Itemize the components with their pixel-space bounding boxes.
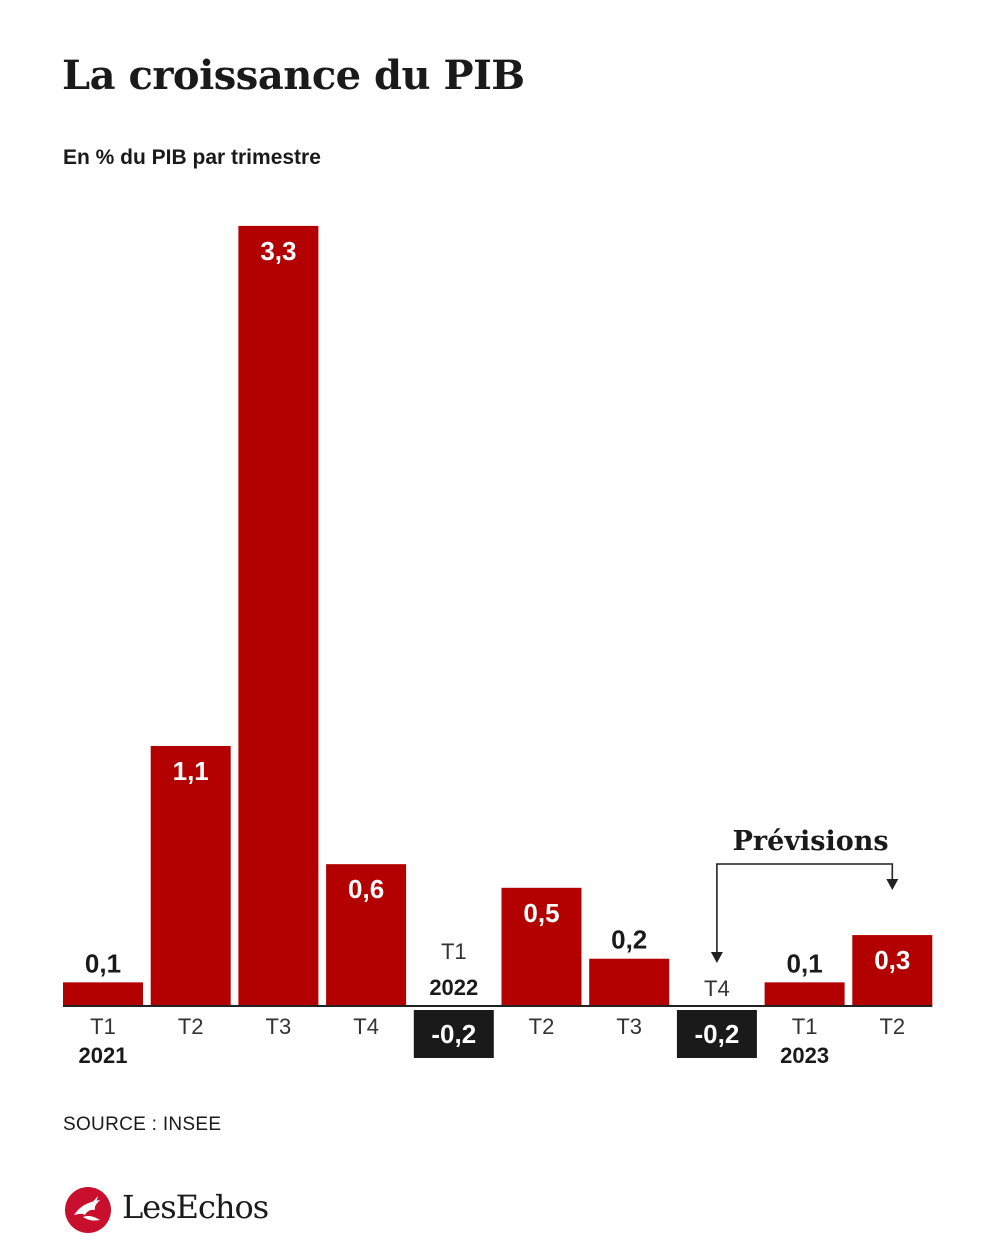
bar [852,935,933,1006]
forecast-annotation: Prévisions [733,826,889,857]
tick-label: T1 [90,1014,116,1039]
forecast-bracket [716,863,894,954]
bar [413,1010,494,1058]
bar [63,982,143,1006]
data-label: -0,2 [694,1019,739,1049]
data-label: 0,1 [85,948,121,978]
tick-label: T1 [792,1014,818,1039]
bar [676,1010,757,1058]
les-echos-logo-icon [65,1187,111,1233]
tick-label: T1 [441,939,467,964]
source-note: SOURCE : INSEE [63,1114,222,1135]
data-label: -0,2 [431,1019,476,1049]
bar [589,958,670,1006]
bar-chart: 0,1 T1 2021 1,1 T2 3,3 T3 0,6 T4 -0,2 T1 2022 0,5 T2 0… [63,225,933,1068]
data-label: 0,3 [874,945,910,975]
tick-label: T2 [879,1014,905,1039]
brand-name: LesEchos [122,1188,269,1226]
data-label: 0,5 [523,898,559,928]
forecast-arrow-right [886,879,899,890]
data-label: 3,3 [260,236,296,266]
tick-label: T4 [704,976,730,1001]
data-label: 0,6 [348,874,384,904]
year-label: 2023 [780,1043,829,1068]
bar [238,225,319,1006]
tick-label: T3 [616,1014,642,1039]
tick-label: T2 [529,1014,555,1039]
bar [501,887,582,1006]
chart-title: La croissance du PIB [62,52,525,99]
bar [326,864,407,1006]
data-label: 0,1 [787,948,823,978]
tick-label: T4 [353,1014,379,1039]
data-label: 1,1 [173,756,209,786]
tick-label: T2 [178,1014,204,1039]
bar [764,982,845,1006]
tick-label: T3 [266,1014,292,1039]
forecast-arrow-left [710,952,723,963]
bar [150,745,231,1006]
data-label: 0,2 [611,925,647,955]
year-label: 2022 [429,975,478,1000]
year-label: 2021 [79,1043,128,1068]
chart-subtitle: En % du PIB par trimestre [63,146,321,169]
